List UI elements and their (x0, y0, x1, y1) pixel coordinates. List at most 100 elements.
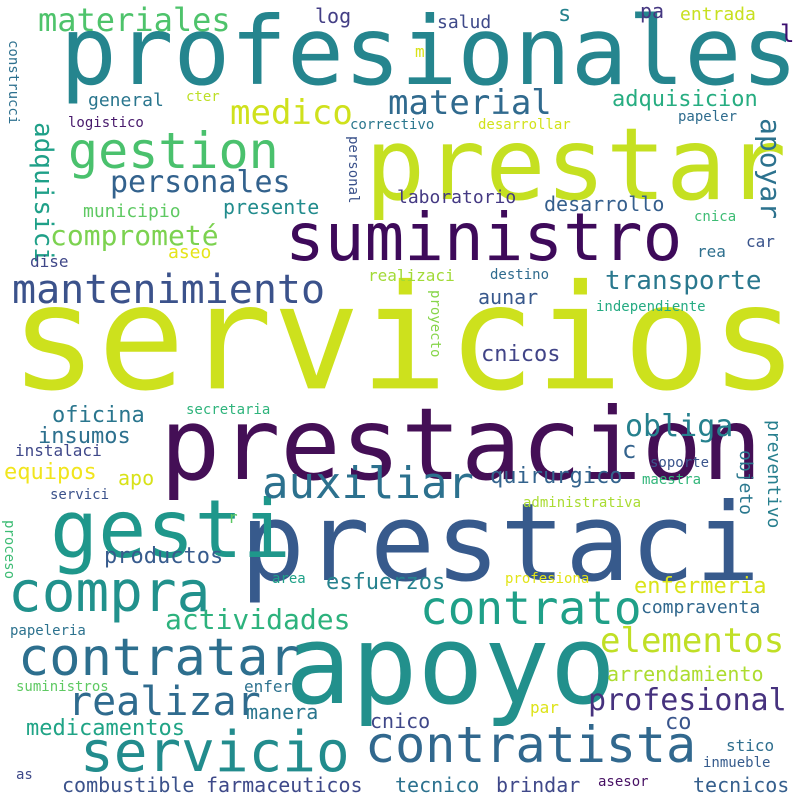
word: brindar (496, 773, 581, 797)
word: as (16, 767, 33, 783)
word: medicamentos (26, 716, 185, 741)
word: auxiliar (262, 458, 474, 509)
word: medico (230, 93, 353, 133)
word: compra (8, 560, 211, 625)
word: desarrollo (544, 192, 665, 216)
word: apoyo (285, 601, 617, 729)
word: cnicos (481, 342, 561, 367)
word: prestar (365, 106, 787, 223)
word: insumos (38, 424, 131, 449)
word: contratista (365, 716, 697, 774)
word: papeleria (10, 623, 86, 639)
word: enfermeria (634, 574, 767, 599)
word: logistico (68, 115, 144, 131)
word: rea (697, 242, 726, 261)
word: entrada (680, 4, 756, 25)
word: profesionales (60, 0, 798, 107)
word: correctivo (350, 117, 435, 133)
word: personal (345, 136, 361, 204)
word: esfuerzos (326, 570, 446, 595)
word: productos (104, 544, 224, 569)
word: secretaria (186, 402, 271, 418)
word: servici (50, 487, 110, 503)
word: gestion (68, 122, 279, 180)
word: administrativa (523, 495, 642, 511)
word: desarrollar (478, 117, 571, 133)
word: farmaceuticos (206, 773, 363, 797)
word: salud (437, 12, 492, 33)
word: material (388, 83, 552, 123)
word: destino (490, 267, 550, 283)
word: pa (640, 0, 665, 23)
word: suministros (16, 679, 109, 695)
word: proceso (1, 520, 17, 580)
word: aseo (168, 242, 212, 263)
word: suministro (285, 199, 683, 276)
word: laboratorio (397, 187, 517, 208)
word: dise (30, 252, 69, 271)
word: oficina (52, 403, 145, 428)
word: prestaci (240, 481, 761, 606)
word: co (665, 710, 692, 735)
word: soporte (650, 455, 710, 471)
word: obliga (625, 409, 734, 444)
word: adquisici (28, 122, 58, 263)
word: aunar (478, 285, 539, 309)
word: proyecto (427, 290, 443, 358)
word: presente (223, 195, 320, 219)
word: realizar (68, 679, 261, 725)
word: quirurgico (490, 464, 623, 489)
word: stico (726, 736, 775, 755)
word: r (228, 508, 238, 527)
word: independiente (596, 299, 706, 315)
word: mantenimiento (12, 267, 326, 313)
word: objeto (735, 450, 756, 516)
word: preventivo (763, 420, 784, 529)
word: c (622, 436, 637, 464)
word: papeler (678, 109, 738, 125)
word: gesti (50, 483, 291, 576)
word: contrato (420, 581, 642, 635)
word: log (315, 4, 352, 28)
word: enfer (244, 677, 293, 696)
word: comprometé (50, 219, 219, 252)
word: municipio (83, 201, 181, 222)
word: m (415, 42, 425, 61)
word: profesiona (505, 571, 590, 587)
word: s (558, 2, 572, 27)
word: par (530, 698, 559, 717)
word: l (780, 20, 795, 48)
word: equipos (4, 460, 97, 485)
word: adquisicion (612, 87, 758, 112)
word: contratar (18, 628, 300, 688)
word: personales (110, 165, 291, 200)
word: car (746, 232, 775, 251)
word: prestacion (160, 386, 763, 503)
word: apo (118, 466, 155, 490)
word: combustible (62, 773, 195, 797)
word: profesional (588, 683, 787, 718)
word: compraventa (641, 597, 761, 618)
word: transporte (605, 266, 762, 296)
word: inmueble (703, 755, 771, 771)
word: asesor (598, 774, 649, 790)
word: manera (246, 700, 319, 724)
word: arrendamiento (607, 662, 764, 686)
word: cnico (370, 709, 431, 733)
word: servicio (80, 720, 350, 785)
word: general (88, 90, 164, 111)
word: tecnicos (693, 773, 790, 797)
word: actividades (165, 603, 351, 636)
word: elementos (600, 621, 785, 661)
word: tecnico (395, 773, 480, 797)
word: apoyar (754, 118, 787, 220)
word: cter (186, 89, 220, 105)
word: maestra (642, 472, 702, 488)
word: servicios (10, 254, 798, 424)
word: construcci (5, 40, 21, 125)
word: materiales (38, 1, 231, 39)
word: area (272, 571, 306, 587)
word: cnica (694, 209, 737, 225)
word: instalaci (15, 441, 102, 460)
